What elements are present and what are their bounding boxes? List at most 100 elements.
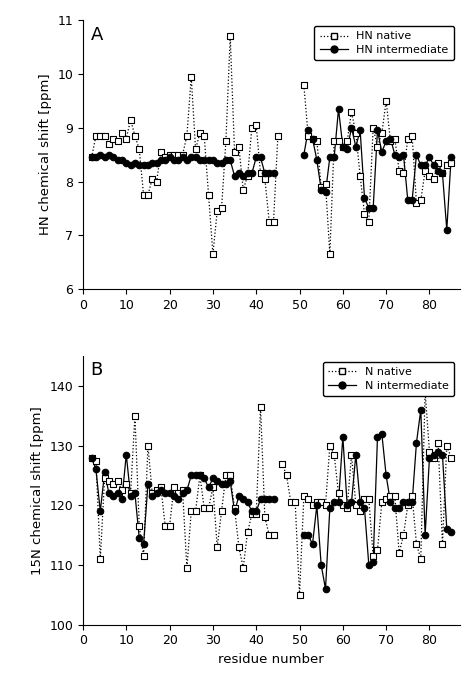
Point [365,217,373,227]
Point [235,168,243,179]
Point [387,136,394,147]
Point [365,559,373,570]
Point [447,152,455,163]
Point [304,494,312,504]
Point [248,509,255,519]
Point [227,476,234,487]
Point [174,488,182,499]
Point [335,136,342,147]
Point [170,482,178,493]
Point [365,494,373,504]
Point [356,497,364,508]
Point [400,530,407,540]
Point [257,168,264,179]
Legend: HN native, HN intermediate: HN native, HN intermediate [314,26,454,60]
Point [92,130,100,141]
Point [283,470,290,481]
Point [179,152,186,163]
Point [300,149,308,160]
Point [183,130,191,141]
Point [166,521,173,532]
Point [417,405,425,416]
Point [140,551,147,562]
Point [339,141,346,152]
Point [201,155,208,166]
Point [361,503,368,514]
Point [434,437,442,448]
Point [239,170,247,181]
Point [88,152,95,163]
Point [339,431,346,442]
Point [330,449,338,460]
Point [270,168,277,179]
Point [361,208,368,219]
Point [417,553,425,564]
Point [352,141,360,152]
Point [270,494,277,504]
Point [309,500,316,511]
Point [218,158,225,168]
Point [122,479,130,490]
Point [387,491,394,502]
Text: A: A [91,26,103,43]
Point [88,152,95,163]
Point [318,497,325,508]
Point [395,152,403,163]
Point [300,491,308,502]
Point [265,494,273,504]
Point [248,122,255,133]
Point [304,125,312,136]
Point [426,446,433,457]
Point [326,249,334,259]
Point [326,503,334,514]
Point [118,155,126,166]
Point [434,166,442,177]
Point [218,203,225,214]
Point [309,133,316,144]
Point [192,506,200,517]
Point [153,158,160,168]
Point [369,551,377,562]
Point [313,136,320,147]
Point [395,166,403,177]
Point [231,506,238,517]
Point [105,476,113,487]
Y-axis label: HN chemical shift [ppm]: HN chemical shift [ppm] [39,74,52,236]
Point [239,184,247,195]
Point [335,488,342,499]
Point [253,506,260,517]
Point [144,160,152,171]
Point [153,488,160,499]
Point [179,488,186,499]
Point [248,506,255,517]
Point [304,530,312,540]
Point [122,133,130,144]
Point [430,449,438,460]
Point [209,473,217,484]
Point [356,125,364,136]
Point [213,542,221,553]
Point [322,187,329,198]
Point [92,455,100,466]
Point [244,497,251,508]
Point [330,152,338,163]
Point [387,497,394,508]
Point [309,133,316,144]
Point [443,524,451,534]
Point [304,130,312,141]
Point [417,160,425,171]
Point [140,160,147,171]
Point [109,133,117,144]
Point [383,96,390,107]
Point [447,158,455,168]
Point [413,437,420,448]
Point [343,500,351,511]
Point [196,470,204,481]
Point [343,144,351,155]
Legend: N native, N intermediate: N native, N intermediate [323,362,454,396]
Point [227,31,234,42]
Point [253,152,260,163]
Point [231,503,238,514]
Point [313,155,320,166]
Point [114,155,121,166]
